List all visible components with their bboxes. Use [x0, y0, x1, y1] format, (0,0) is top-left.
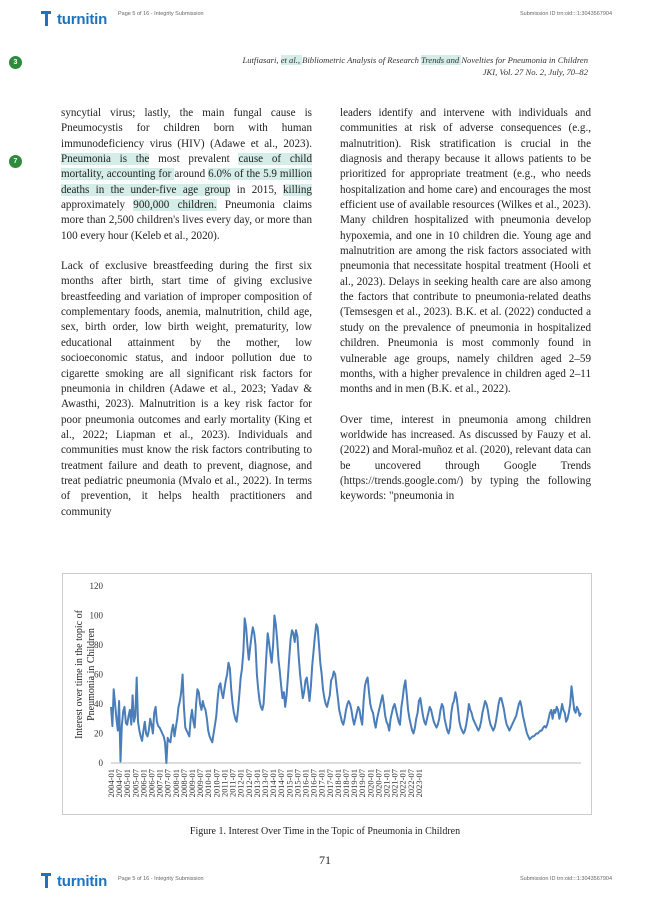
figure-caption: Figure 1. Interest Over Time in the Topi…: [189, 826, 461, 837]
paragraph: Lack of exclusive breastfeeding during t…: [61, 260, 312, 518]
x-tick-label: 2016-07: [309, 769, 319, 797]
x-tick-label: 2007-07: [163, 769, 173, 797]
x-tick-label: 2021-07: [390, 769, 400, 797]
paragraph: leaders identify and intervene with indi…: [340, 107, 591, 396]
x-tick-label: 2016-01: [300, 769, 310, 797]
x-tick-label: 2009-01: [187, 769, 197, 797]
x-tick-label: 2015-07: [292, 769, 302, 797]
x-tick-label: 2008-07: [179, 769, 189, 797]
turnitin-logo-icon: [38, 10, 54, 28]
running-head: Lutfiasari, et al., Bibliometric Analysi…: [242, 54, 588, 78]
x-tick-label: 2020-07: [373, 769, 383, 797]
y-tick-label: 120: [90, 581, 104, 591]
page-info: Page 5 of 16 - Integrity Submission: [118, 11, 204, 17]
highlighted-text: Pneumonia is the: [61, 153, 150, 166]
left-column: syncytial virus; lastly, the main fungal…: [61, 106, 313, 535]
highlighted-text: killing: [283, 183, 312, 196]
turnitin-footer-bar: turnitin Page 5 of 16 - Integrity Submis…: [0, 862, 650, 892]
right-column: leaders identify and intervene with indi…: [340, 106, 591, 520]
paragraph: syncytial virus; lastly, the main fungal…: [61, 106, 313, 244]
text-run: around: [174, 168, 209, 181]
running-head-title-c: Novelties for Pneumonia in Children: [461, 55, 588, 65]
x-tick-label: 2022-01: [398, 769, 408, 797]
x-tick-label: 2010-01: [203, 769, 213, 797]
x-tick-label: 2018-01: [333, 769, 343, 797]
turnitin-logo-text: turnitin: [57, 872, 108, 890]
paragraph: Over time, interest in pneumonia among c…: [340, 413, 591, 503]
x-tick-label: 2022-07: [406, 769, 416, 797]
x-tick-label: 2017-01: [317, 769, 327, 797]
turnitin-logo-icon: [38, 872, 54, 890]
line-chart: 0 20 40 60 80 100 120 Interest over time in the…: [74, 581, 582, 797]
page-number: 71: [319, 853, 331, 867]
x-tick-label: 2011-07: [228, 769, 238, 797]
x-tick-label: 2004-01: [106, 769, 116, 797]
x-tick-label: 2013-01: [252, 769, 262, 797]
x-tick-label: 2006-07: [147, 769, 157, 797]
x-tick-label: 2019-01: [349, 769, 359, 797]
turnitin-logo-text: turnitin: [57, 10, 108, 28]
x-tick-label: 2020-01: [365, 769, 375, 797]
y-tick-label: 40: [94, 699, 104, 709]
y-tick-label: 100: [90, 611, 104, 621]
series-line: [110, 614, 582, 764]
similarity-badge[interactable]: 3: [9, 56, 22, 69]
x-tick-label: 2006-01: [138, 769, 148, 797]
running-head-line2: JKI, Vol. 27 No. 2, July, 70–82: [482, 67, 588, 77]
highlighted-text: 900,000 children.: [133, 199, 217, 212]
x-tick-label: 2021-01: [382, 769, 392, 797]
x-tick-label: 2015-01: [284, 769, 294, 797]
x-tick-label: 2014-01: [268, 769, 278, 797]
x-tick-label: 2005-07: [130, 769, 140, 797]
x-tick-label: 2023-01: [414, 769, 424, 797]
running-head-line1: Lutfiasari, et al., Bibliometric Analysi…: [242, 54, 588, 66]
page-info: Page 5 of 16 - Integrity Submission: [118, 876, 204, 882]
turnitin-logo: turnitin: [38, 870, 107, 892]
text-run: approximately: [61, 199, 134, 212]
x-tick-label: 2017-07: [325, 769, 335, 797]
x-tick-label: 2011-01: [219, 769, 229, 797]
x-tick-label: 2005-01: [122, 769, 132, 797]
x-tick-label: 2010-07: [211, 769, 221, 797]
text-run: most prevalent: [149, 153, 239, 166]
submission-id: Submission ID trn:oid:::1:3043567904: [519, 11, 612, 17]
figure-chart-frame: 0 20 40 60 80 100 120 Interest over time in the…: [62, 573, 592, 815]
x-tick-label: 2013-07: [260, 769, 270, 797]
x-tick-label: 2012-07: [244, 769, 254, 797]
running-head-title-b: Trends and: [421, 55, 462, 65]
x-tick-label: 2004-07: [114, 769, 124, 797]
turnitin-header-bar: turnitin Page 5 of 16 - Integrity Submis…: [0, 0, 650, 34]
x-tick-label: 2019-07: [357, 769, 367, 797]
y-tick-label: 60: [94, 670, 104, 680]
x-tick-label: 2009-07: [195, 769, 205, 797]
text-run: Pneumonia claims more than 2,500 childre…: [61, 199, 312, 242]
running-head-etal: et al.,: [280, 55, 303, 65]
running-head-authors: Lutfiasari,: [242, 55, 281, 65]
y-axis-label: Interest over time in the topic ofPneumo…: [74, 609, 97, 739]
running-head-title-a: Bibliometric Analysis of Research: [302, 55, 422, 65]
text-run: syncytial virus; lastly, the main fungal…: [61, 107, 312, 150]
x-tick-label: 2012-01: [236, 769, 246, 797]
x-tick-label: 2007-01: [155, 769, 165, 797]
x-tick-label: 2008-01: [171, 769, 181, 797]
similarity-badge[interactable]: 7: [9, 155, 22, 168]
x-tick-label: 2018-07: [341, 769, 351, 797]
x-tick-label: 2014-07: [276, 769, 286, 797]
submission-id: Submission ID trn:oid:::1:3043567904: [519, 876, 612, 882]
text-run: in 2015,: [230, 183, 283, 196]
turnitin-logo: turnitin: [38, 8, 107, 30]
y-tick-label: 20: [94, 729, 104, 739]
y-tick-label: 0: [99, 758, 104, 768]
y-tick-label: 80: [94, 640, 104, 650]
